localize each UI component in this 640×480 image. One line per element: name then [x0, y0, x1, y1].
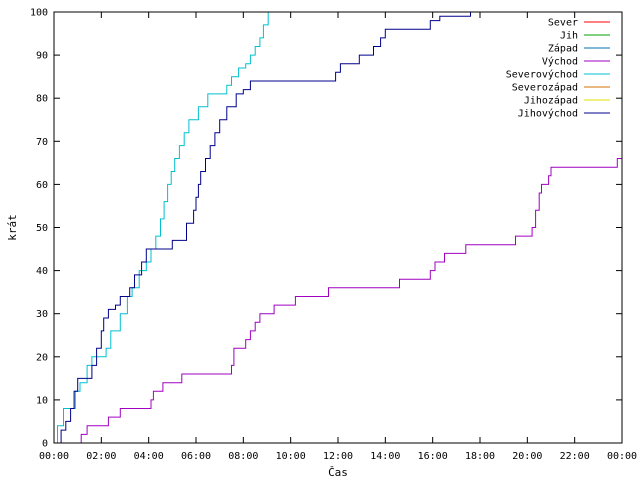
series-line-3 [80, 158, 622, 444]
x-tick-label: 16:00 [418, 451, 448, 462]
legend-label-3: Východ [542, 56, 578, 68]
legend-label-7: Jihovýchod [518, 108, 578, 120]
x-tick-label: 04:00 [134, 451, 164, 462]
legend-label-4: Severovýchod [506, 69, 578, 81]
y-tick-label: 30 [36, 309, 48, 320]
legend-label-2: Západ [548, 43, 578, 55]
x-tick-label: 20:00 [512, 451, 542, 462]
x-tick-label: 12:00 [323, 451, 353, 462]
legend-label-6: Jihozápad [524, 95, 578, 107]
legend: Sever JihZápadVýchodSeverovýchodSeverozáp… [506, 18, 610, 120]
legend-label-0: Sever [548, 18, 578, 29]
y-axis-label: krát [6, 214, 19, 241]
x-tick-label: 00:00 [39, 451, 69, 462]
y-tick-label: 70 [36, 137, 48, 148]
legend-label-5: Severozápad [512, 82, 578, 94]
x-tick-label: 18:00 [465, 451, 495, 462]
ticks: 0 10 20 30 40 50 60 70 80 90 100 00:00 02:00 04:00 06:… [30, 8, 637, 463]
y-tick-label: 80 [36, 94, 48, 105]
x-tick-label: 08:00 [228, 451, 258, 462]
x-tick-label: 10:00 [276, 451, 306, 462]
y-tick-label: 90 [36, 51, 48, 62]
x-axis-label: Čas [328, 466, 348, 479]
y-tick-label: 50 [36, 223, 48, 234]
x-tick-label: 02:00 [86, 451, 116, 462]
x-tick-label: 06:00 [181, 451, 211, 462]
series-layer [54, 12, 622, 444]
x-tick-label: 22:00 [560, 451, 590, 462]
y-tick-label: 100 [30, 8, 48, 19]
y-tick-label: 10 [36, 395, 48, 406]
series-line-7 [58, 12, 471, 444]
x-tick-label: 14:00 [370, 451, 400, 462]
y-tick-label: 40 [36, 266, 48, 277]
y-tick-label: 60 [36, 180, 48, 191]
series-line-4 [54, 12, 269, 444]
y-tick-label: 20 [36, 352, 48, 363]
x-tick-label: 00:00 [607, 451, 637, 462]
y-tick-label: 0 [42, 439, 48, 450]
legend-label-1: Jih [560, 31, 578, 42]
